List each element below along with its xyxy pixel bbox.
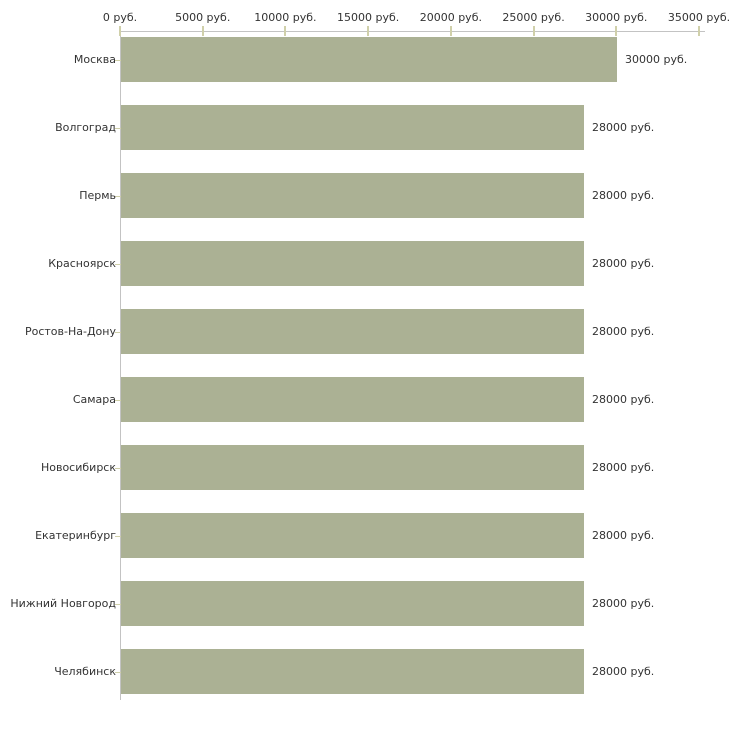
x-axis-line <box>120 31 705 32</box>
bar <box>121 445 584 490</box>
bar <box>121 649 584 694</box>
x-axis-tick <box>119 26 121 36</box>
bar <box>121 513 584 558</box>
x-axis-tick-label: 35000 руб. <box>667 11 730 24</box>
bar <box>121 581 584 626</box>
value-label: 28000 руб. <box>592 121 655 134</box>
category-label: Волгоград <box>55 121 116 134</box>
bar <box>121 309 584 354</box>
value-label: 28000 руб. <box>592 665 655 678</box>
x-axis-tick-label: 25000 руб. <box>502 11 565 24</box>
value-label: 28000 руб. <box>592 257 655 270</box>
x-axis-tick <box>367 26 370 36</box>
category-label: Москва <box>73 53 116 66</box>
y-axis-tick <box>115 604 121 605</box>
x-axis-tick <box>284 26 287 36</box>
x-axis-tick-label: 20000 руб. <box>419 11 482 24</box>
bar <box>121 37 617 82</box>
x-axis-tick-label: 15000 руб. <box>337 11 400 24</box>
y-axis-tick <box>115 400 121 401</box>
x-axis-tick-label: 5000 руб. <box>175 11 231 24</box>
x-axis-tick-label: 0 руб. <box>102 11 138 24</box>
x-axis-tick <box>532 26 535 36</box>
y-axis-tick <box>115 332 121 333</box>
category-label: Челябинск <box>54 665 116 678</box>
y-axis-tick <box>115 672 121 673</box>
x-axis-tick-label: 30000 руб. <box>585 11 648 24</box>
bar <box>121 377 584 422</box>
category-label: Самара <box>72 393 116 406</box>
y-axis-tick <box>115 536 121 537</box>
x-axis-tick <box>201 26 204 36</box>
category-label: Красноярск <box>48 257 116 270</box>
value-label: 28000 руб. <box>592 393 655 406</box>
value-label: 30000 руб. <box>625 53 688 66</box>
value-label: 28000 руб. <box>592 597 655 610</box>
y-axis-tick <box>115 128 121 129</box>
bar <box>121 173 584 218</box>
value-label: 28000 руб. <box>592 529 655 542</box>
x-axis-tick-label: 10000 руб. <box>254 11 317 24</box>
bar <box>121 241 584 286</box>
category-label: Новосибирск <box>40 461 116 474</box>
value-label: 28000 руб. <box>592 189 655 202</box>
x-axis-tick <box>615 26 618 36</box>
y-axis-tick <box>115 196 121 197</box>
y-axis-tick <box>115 264 121 265</box>
category-label: Пермь <box>79 189 116 202</box>
category-label: Екатеринбург <box>35 529 116 542</box>
x-axis-tick <box>449 26 452 36</box>
category-label: Нижний Новгород <box>10 597 116 610</box>
value-label: 28000 руб. <box>592 461 655 474</box>
category-label: Ростов-На-Дону <box>24 325 116 338</box>
x-axis-tick <box>698 26 700 36</box>
value-label: 28000 руб. <box>592 325 655 338</box>
y-axis-line <box>120 31 121 700</box>
y-axis-tick <box>115 60 121 61</box>
bar <box>121 105 584 150</box>
y-axis-tick <box>115 468 121 469</box>
